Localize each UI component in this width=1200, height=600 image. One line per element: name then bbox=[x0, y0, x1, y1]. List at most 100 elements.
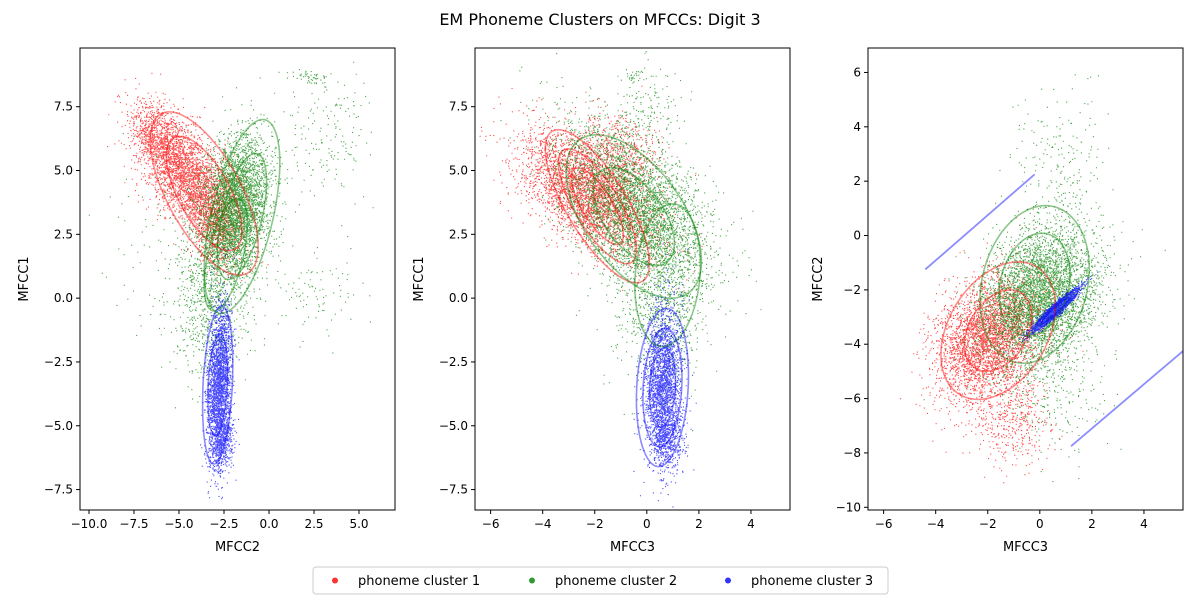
x-axis-2: −6 −4 −2 0 2 4 bbox=[482, 510, 755, 531]
legend-marker-cluster-1 bbox=[332, 577, 338, 584]
degenerate-contour-2 bbox=[1070, 350, 1183, 447]
cluster-1-contour-1-3 bbox=[544, 128, 651, 284]
y-tick-label: 5.0 bbox=[54, 164, 73, 178]
cluster-2-scatter bbox=[88, 48, 374, 416]
y-tick-label: −8 bbox=[843, 446, 861, 460]
x-tick-label: −7.5 bbox=[119, 517, 148, 531]
cluster-3-contour-1-2 bbox=[642, 327, 683, 448]
cluster-1-points bbox=[479, 85, 703, 292]
legend-marker-cluster-2 bbox=[529, 577, 535, 584]
x-tick-label: −4 bbox=[534, 517, 552, 531]
cluster-2-contour-1-2 bbox=[203, 118, 281, 315]
x-axis-3: −6 −4 −2 0 2 4 bbox=[875, 510, 1148, 531]
y-tick-label: −5.0 bbox=[439, 419, 468, 433]
cluster-2-contour-1-1 bbox=[998, 232, 1071, 337]
x-tick-label: 4 bbox=[747, 517, 755, 531]
cluster-1-points bbox=[900, 217, 1084, 484]
y-tick-label: −5.0 bbox=[44, 419, 73, 433]
x-tick-label: −2.5 bbox=[209, 517, 238, 531]
cluster-3-contour-1-2 bbox=[1031, 287, 1080, 333]
figure-title: EM Phoneme Clusters on MFCCs: Digit 3 bbox=[439, 10, 760, 29]
x-tick-label: −4 bbox=[927, 517, 945, 531]
legend-frame bbox=[312, 566, 889, 595]
x-tick-label: 0 bbox=[1036, 517, 1044, 531]
y-axis-3: −10 −8 −6 −4 −2 0 2 4 6 bbox=[836, 65, 868, 514]
x-axis-label-1: MFCC2 bbox=[215, 540, 260, 555]
cluster-3-scatter bbox=[633, 243, 697, 508]
cluster-2-contour-1-2 bbox=[979, 204, 1090, 365]
y-tick-label: 0.0 bbox=[54, 291, 73, 305]
cluster-3-contour-1-2 bbox=[201, 305, 234, 465]
y-axis-label-1: MFCC1 bbox=[17, 256, 32, 301]
x-tick-label: −6 bbox=[875, 517, 893, 531]
y-axis-2: −7.5 −5.0 −2.5 0.0 2.5 5.0 7.5 bbox=[439, 100, 475, 497]
cluster-3-scatter bbox=[200, 248, 240, 510]
cluster-3-contour-1-1 bbox=[207, 332, 229, 438]
y-tick-label: −2 bbox=[843, 283, 861, 297]
x-tick-label: 2.5 bbox=[304, 517, 323, 531]
x-axis-1: −10.0 −7.5 −5.0 −2.5 0.0 2.5 5.0 bbox=[71, 510, 369, 531]
cluster-1-contour-1-2 bbox=[557, 147, 638, 265]
plot-area-3 bbox=[900, 74, 1183, 484]
x-tick-label: 2 bbox=[1088, 517, 1096, 531]
cluster-3-contour-1-1 bbox=[648, 347, 677, 428]
cluster-1-contour-1-2 bbox=[149, 111, 260, 276]
cluster-2-contour-1-1 bbox=[216, 152, 268, 281]
legend-label-cluster-1: phoneme cluster 1 bbox=[358, 574, 480, 589]
y-axis-label-3: MFCC2 bbox=[811, 256, 826, 301]
cluster-2-scatter bbox=[500, 51, 762, 453]
legend: phoneme cluster 1 phoneme cluster 2 phon… bbox=[312, 566, 889, 595]
cluster-1-scatter bbox=[479, 85, 703, 292]
y-tick-label: 0.0 bbox=[449, 291, 468, 305]
y-tick-label: 5.0 bbox=[449, 164, 468, 178]
y-tick-label: 2.5 bbox=[54, 227, 73, 241]
x-tick-label: −2 bbox=[979, 517, 997, 531]
plot-area-1 bbox=[88, 48, 374, 510]
x-tick-label: 4 bbox=[1140, 517, 1148, 531]
y-tick-label: −7.5 bbox=[44, 483, 73, 497]
cluster-1-contour-1-1 bbox=[570, 167, 625, 246]
y-tick-label: 6 bbox=[853, 65, 861, 79]
y-tick-label: 2 bbox=[853, 174, 861, 188]
subplot-3: −6 −4 −2 0 2 4 −10 −8 −6 −4 −2 0 2 4 6 MFCC3 MFCC2 bbox=[811, 47, 1184, 555]
cluster-2-contour-2-1 bbox=[633, 203, 702, 348]
cluster-1-scatter bbox=[900, 217, 1084, 484]
axes-frame-1 bbox=[79, 47, 396, 511]
legend-marker-cluster-3 bbox=[725, 577, 731, 584]
y-tick-label: 4 bbox=[853, 120, 861, 134]
axes-frame-2 bbox=[474, 47, 791, 511]
subplot-2: −6 −4 −2 0 2 4 −7.5 −5.0 −2.5 0.0 2.5 5.0 7.5 MFCC3… bbox=[412, 47, 791, 555]
y-tick-label: 7.5 bbox=[54, 100, 73, 114]
x-tick-label: 0.0 bbox=[259, 517, 278, 531]
cluster-3-contour-1-3 bbox=[635, 307, 690, 468]
x-tick-label: 2 bbox=[695, 517, 703, 531]
y-tick-label: −7.5 bbox=[439, 483, 468, 497]
cluster-3-scatter bbox=[1005, 271, 1099, 353]
cluster-3-points bbox=[200, 248, 240, 510]
y-tick-label: −2.5 bbox=[439, 355, 468, 369]
cluster-1-contour-1-1 bbox=[165, 135, 243, 252]
cluster-1-contour-1-2 bbox=[940, 261, 1057, 401]
y-tick-label: −6 bbox=[843, 392, 861, 406]
x-axis-label-3: MFCC3 bbox=[1003, 540, 1048, 555]
y-tick-label: 2.5 bbox=[449, 227, 468, 241]
degenerate-contour-1 bbox=[924, 173, 1036, 271]
x-tick-label: −2 bbox=[586, 517, 604, 531]
cluster-3-points bbox=[633, 243, 697, 508]
legend-label-cluster-3: phoneme cluster 3 bbox=[751, 574, 873, 589]
x-tick-label: −6 bbox=[482, 517, 500, 531]
cluster-1-contour-1-1 bbox=[963, 289, 1033, 373]
x-axis-label-2: MFCC3 bbox=[610, 540, 655, 555]
y-tick-label: −10 bbox=[836, 500, 861, 514]
legend-label-cluster-2: phoneme cluster 2 bbox=[555, 574, 677, 589]
cluster-2-contour-2-1 bbox=[203, 197, 249, 312]
y-tick-label: −2.5 bbox=[44, 355, 73, 369]
cluster-3-points bbox=[1005, 271, 1099, 353]
cluster-2-contour-1-1 bbox=[592, 166, 676, 267]
x-tick-label: −10.0 bbox=[71, 517, 108, 531]
y-tick-label: −4 bbox=[843, 337, 861, 351]
x-tick-label: −5.0 bbox=[164, 517, 193, 531]
y-tick-label: 7.5 bbox=[449, 100, 468, 114]
y-tick-label: 0 bbox=[853, 229, 861, 243]
